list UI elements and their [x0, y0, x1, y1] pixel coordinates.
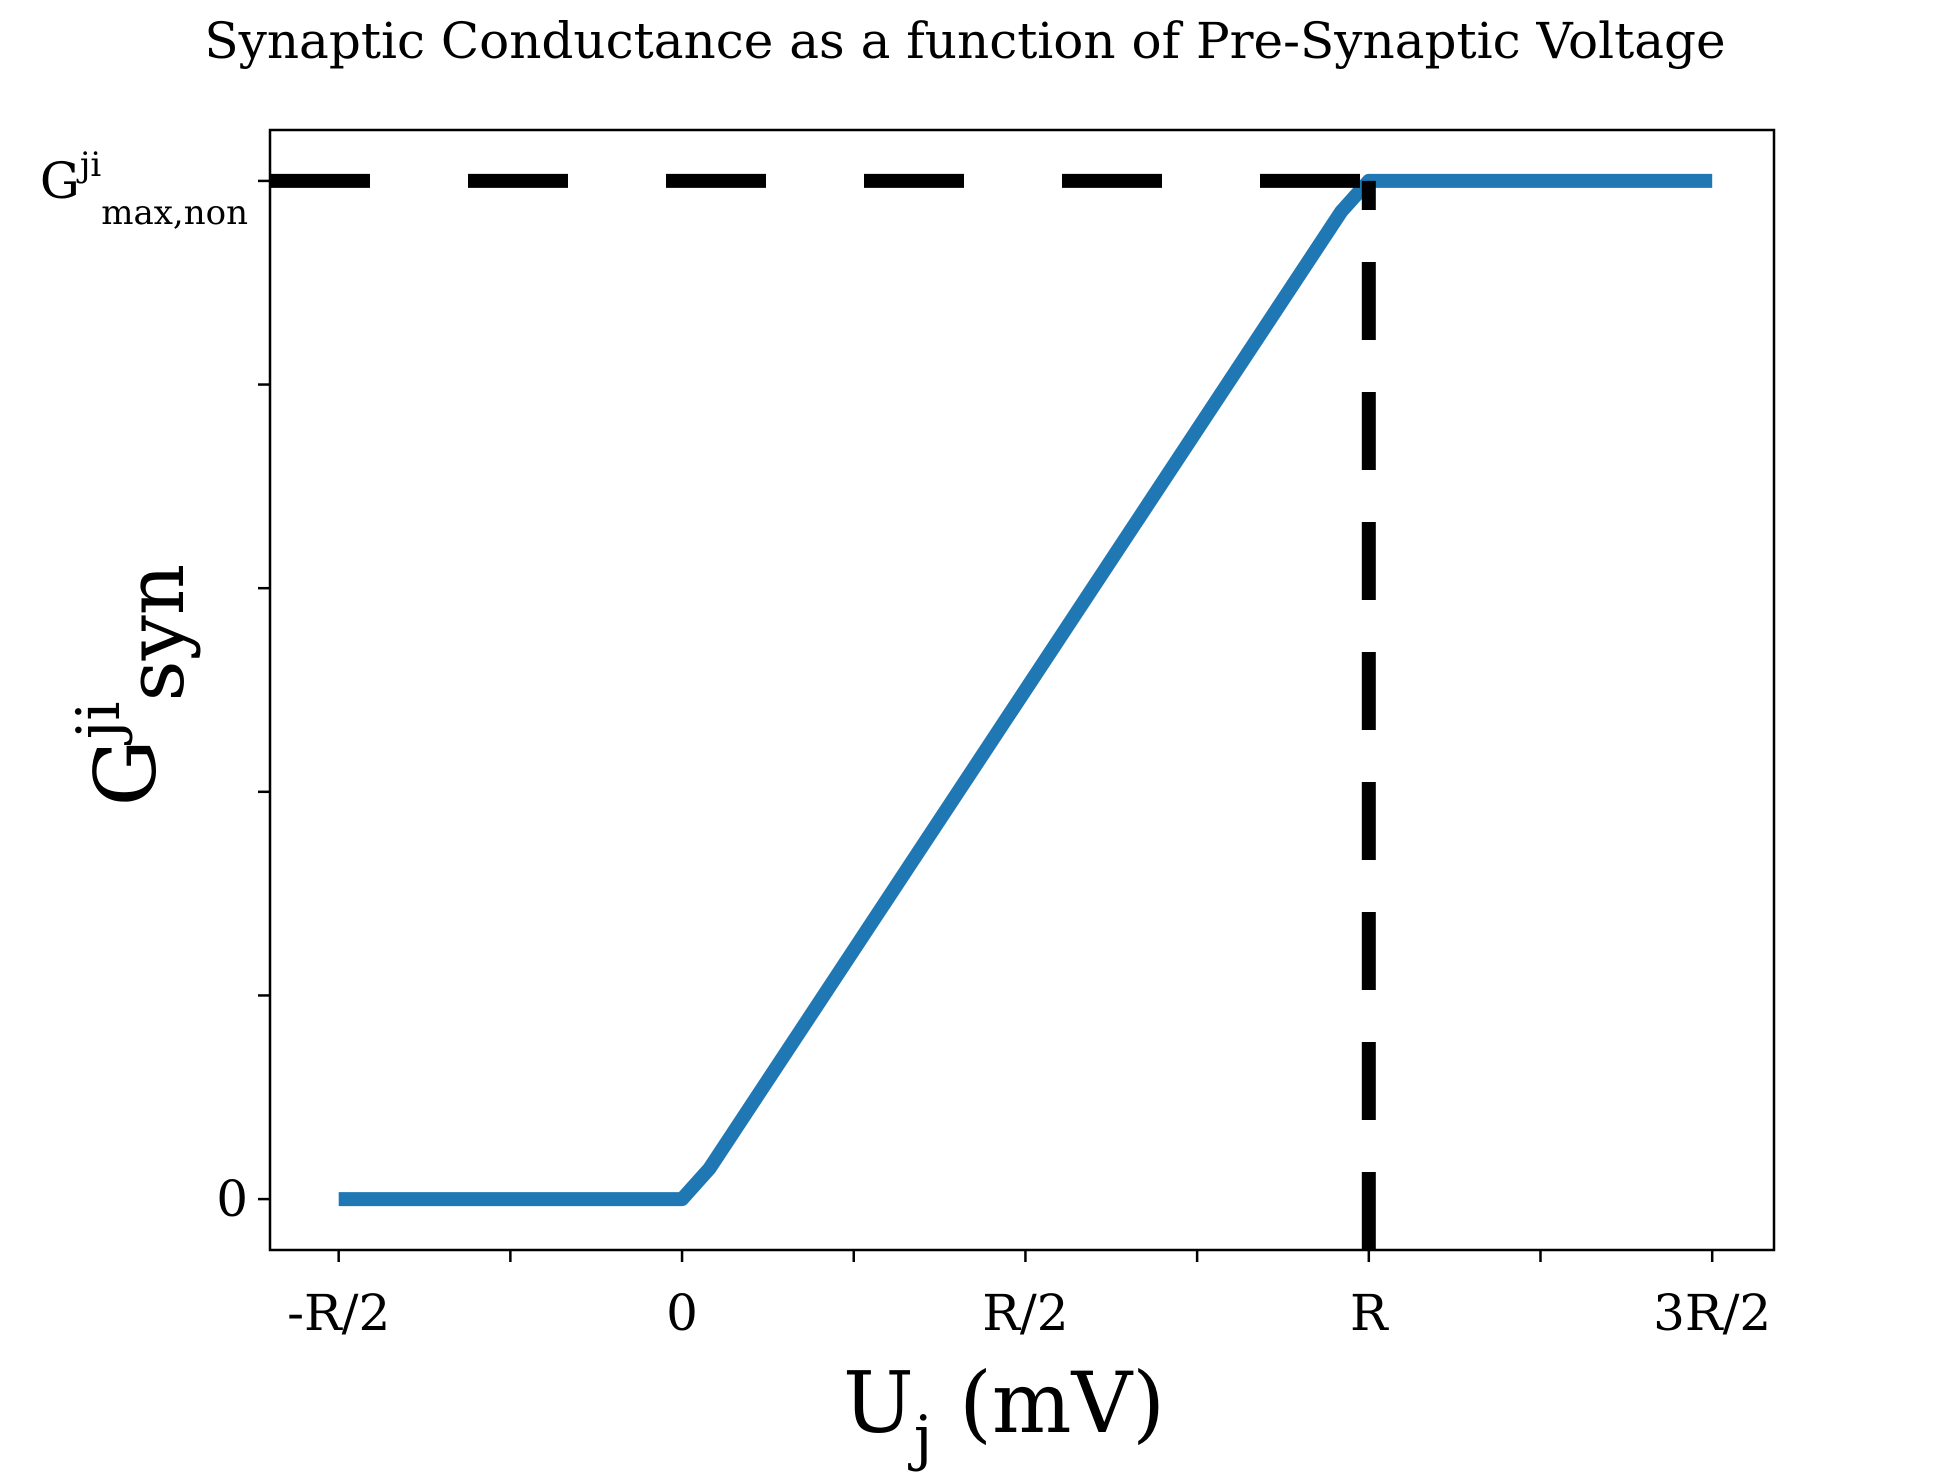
series-line-0: [338, 173, 1713, 1207]
ticks-layer: -R/2 0 R/2 R 3R/2 0 Gji max,non: [40, 145, 1771, 1342]
chart-title: Synaptic Conductance as a function of Pr…: [204, 12, 1725, 70]
plot-series-layer: [338, 173, 1713, 1207]
x-tick-label-4: 3R/2: [1653, 1284, 1771, 1342]
x-tick-label-0: -R/2: [287, 1284, 390, 1342]
label-superscript: ji: [64, 701, 134, 745]
x-tick-label-1: 0: [666, 1284, 698, 1342]
y-tick-label-1: Gji max,non: [40, 145, 248, 233]
reference-lines-layer: [270, 173, 1383, 1250]
x-axis-label: Uj (mV): [843, 1354, 1165, 1473]
x-tick-label-3: R: [1350, 1284, 1389, 1342]
y-tick-label-0: 0: [216, 1170, 248, 1228]
label-subscript: syn: [109, 564, 202, 702]
label-base: G: [40, 152, 80, 210]
label-base: G: [77, 739, 175, 806]
x-tick-label-2: R/2: [982, 1284, 1068, 1342]
axes-frame: [268, 128, 1776, 1252]
y-axis-label: Gjisyn: [64, 564, 202, 807]
label-subscript: max,non: [101, 193, 248, 233]
label-suffix: (mV): [932, 1354, 1165, 1452]
label-base: U: [843, 1354, 914, 1452]
label-superscript: ji: [76, 145, 102, 185]
